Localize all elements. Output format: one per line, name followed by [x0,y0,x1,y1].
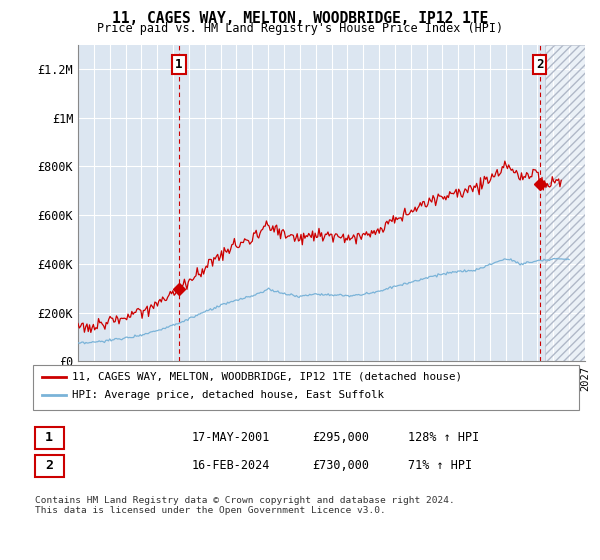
Text: 2: 2 [536,58,543,71]
Text: £730,000: £730,000 [312,459,369,473]
Text: 71% ↑ HPI: 71% ↑ HPI [408,459,472,473]
Text: 17-MAY-2001: 17-MAY-2001 [192,431,271,445]
Text: 1: 1 [175,58,183,71]
Bar [545,45,585,361]
Text: 2: 2 [45,459,53,473]
Text: HPI: Average price, detached house, East Suffolk: HPI: Average price, detached house, East… [72,390,384,400]
Text: 11, CAGES WAY, MELTON, WOODBRIDGE, IP12 1TE: 11, CAGES WAY, MELTON, WOODBRIDGE, IP12 … [112,11,488,26]
Text: 128% ↑ HPI: 128% ↑ HPI [408,431,479,445]
Bar [545,45,585,361]
Text: 1: 1 [45,431,53,445]
Text: Contains HM Land Registry data © Crown copyright and database right 2024.
This d: Contains HM Land Registry data © Crown c… [35,496,455,515]
Text: 11, CAGES WAY, MELTON, WOODBRIDGE, IP12 1TE (detached house): 11, CAGES WAY, MELTON, WOODBRIDGE, IP12 … [72,372,462,382]
Text: Price paid vs. HM Land Registry's House Price Index (HPI): Price paid vs. HM Land Registry's House … [97,22,503,35]
Text: 16-FEB-2024: 16-FEB-2024 [192,459,271,473]
Text: £295,000: £295,000 [312,431,369,445]
